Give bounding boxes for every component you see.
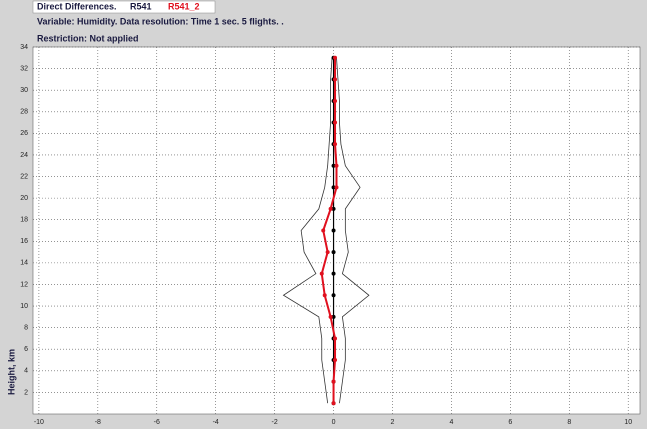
point (334, 185, 339, 190)
x-tick-label: 8 (567, 419, 571, 426)
y-tick-label: 26 (20, 130, 28, 137)
point (325, 250, 330, 255)
y-tick-label: 20 (20, 195, 28, 202)
point (334, 163, 339, 168)
y-tick-label: 4 (24, 368, 28, 375)
y-tick-label: 10 (20, 303, 28, 310)
series-line (336, 57, 370, 404)
y-tick-label: 12 (20, 281, 28, 288)
y-tick-label: 30 (20, 87, 28, 94)
x-tick-label: 4 (449, 419, 453, 426)
series-line (282, 57, 333, 404)
point (333, 120, 338, 125)
point (331, 314, 336, 319)
x-tick-label: 0 (332, 419, 336, 426)
point (328, 314, 333, 319)
point (331, 250, 336, 255)
y-tick-label: 24 (20, 152, 28, 159)
y-tick-label: 16 (20, 238, 28, 245)
x-tick-label: -8 (95, 419, 101, 426)
point (333, 142, 338, 147)
point (328, 206, 333, 211)
point (321, 228, 326, 233)
x-tick-label: -2 (272, 419, 278, 426)
y-tick-label: 34 (20, 44, 28, 51)
x-tick-label: 2 (391, 419, 395, 426)
point (333, 55, 338, 60)
subtitle: Variable: Humidity. Data resolution: Tim… (37, 16, 284, 26)
y-tick-label: 6 (24, 346, 28, 353)
point (333, 98, 338, 103)
note: Restriction: Not applied (37, 33, 139, 43)
y-tick-label: 22 (20, 173, 28, 180)
point (333, 358, 338, 363)
legend-entry: R541 (130, 1, 152, 11)
point (331, 185, 336, 190)
plot-area (32, 46, 641, 415)
y-tick-label: 18 (20, 217, 28, 224)
x-tick-label: -6 (154, 419, 160, 426)
point (319, 271, 324, 276)
x-tick-label: -4 (213, 419, 219, 426)
x-tick-label: 6 (508, 419, 512, 426)
y-tick-label: 32 (20, 65, 28, 72)
point (331, 271, 336, 276)
point (331, 293, 336, 298)
y-axis-title: Height, km (6, 349, 16, 395)
y-tick-label: 14 (20, 260, 28, 267)
y-tick-label: 28 (20, 109, 28, 116)
x-tick-label: -10 (34, 419, 44, 426)
point (331, 228, 336, 233)
point (331, 163, 336, 168)
point (333, 336, 338, 341)
point (331, 206, 336, 211)
point (331, 379, 336, 384)
y-tick-label: 2 (24, 389, 28, 396)
y-tick-label: 8 (24, 324, 28, 331)
chart-title: Direct Differences. (37, 1, 117, 11)
point (322, 293, 327, 298)
point (333, 77, 338, 82)
x-tick-label: 10 (624, 419, 632, 426)
legend-box (32, 0, 216, 14)
legend-entry: R541_2 (168, 1, 200, 11)
point (331, 401, 336, 406)
